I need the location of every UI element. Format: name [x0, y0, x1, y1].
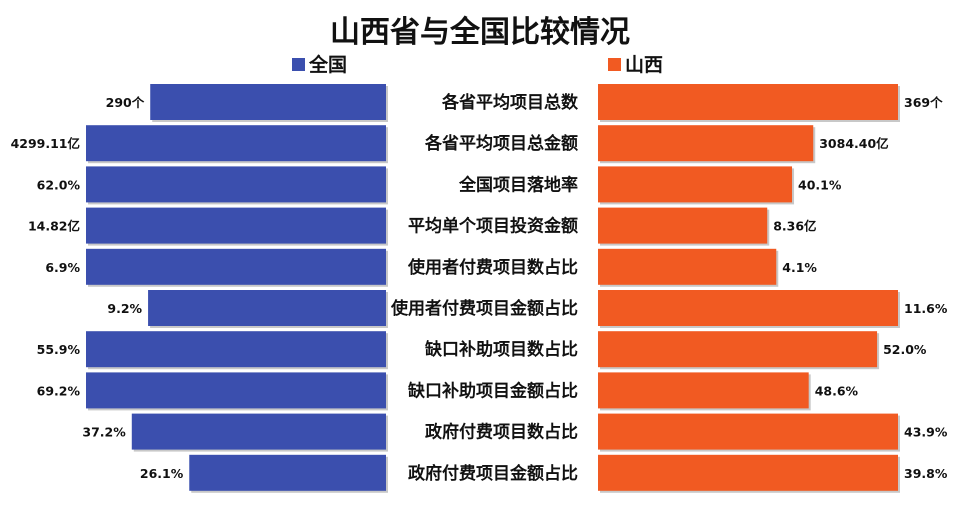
- value-label-national: 62.0%: [37, 177, 81, 192]
- bar-national: [189, 454, 386, 491]
- bar-shanxi: [598, 84, 898, 120]
- value-label-shanxi: 39.8%: [904, 466, 948, 481]
- category-label: 使用者付费项目数占比: [407, 257, 578, 278]
- category-label: 各省平均项目总数: [441, 92, 579, 113]
- value-label-national: 14.82亿: [28, 219, 80, 234]
- bar-national: [131, 413, 386, 450]
- bar-shanxi: [598, 248, 777, 285]
- value-label-national: 9.2%: [107, 301, 142, 316]
- value-label-shanxi: 43.9%: [904, 425, 948, 440]
- value-label-shanxi: 8.36亿: [773, 219, 816, 234]
- bar-shanxi: [598, 413, 898, 450]
- category-label: 使用者付费项目金额占比: [390, 298, 578, 319]
- bar-national: [86, 207, 386, 244]
- value-label-shanxi: 52.0%: [883, 342, 927, 357]
- value-label-national: 37.2%: [82, 425, 126, 440]
- bar-national: [86, 166, 386, 203]
- category-label: 缺口补助项目数占比: [425, 339, 578, 360]
- legend-label-national: 全国: [308, 53, 347, 76]
- bar-national: [86, 331, 386, 368]
- value-label-shanxi: 369个: [904, 95, 943, 110]
- value-label-shanxi: 3084.40亿: [819, 136, 888, 151]
- bar-national: [86, 248, 386, 285]
- legend-swatch-national: [292, 58, 305, 71]
- chart-title: 山西省与全国比较情况: [330, 15, 630, 50]
- value-label-shanxi: 11.6%: [904, 301, 948, 316]
- category-label: 政府付费项目金额占比: [408, 463, 578, 484]
- bar-national: [148, 290, 386, 326]
- value-label-national: 6.9%: [45, 260, 80, 275]
- bar-shanxi: [598, 454, 898, 491]
- bar-national: [150, 84, 386, 120]
- legend-label-shanxi: 山西: [625, 54, 663, 76]
- value-label-shanxi: 4.1%: [782, 260, 817, 275]
- chart-rows: 290个 369个 各省平均项目总数 4299.11亿 3084.40亿 各省平均项目总金…: [11, 84, 948, 493]
- bar-shanxi: [598, 125, 814, 162]
- bar-shanxi: [598, 290, 898, 326]
- value-label-national: 4299.11亿: [11, 136, 80, 151]
- bar-national: [86, 125, 386, 162]
- bar-shanxi: [598, 331, 878, 368]
- bar-shanxi: [598, 207, 768, 244]
- legend-swatch-shanxi: [608, 58, 621, 71]
- category-label: 各省平均项目总金额: [424, 133, 578, 154]
- bar-national: [86, 372, 386, 409]
- value-label-national: 290个: [106, 95, 145, 110]
- value-label-shanxi: 40.1%: [798, 177, 842, 192]
- category-label: 全国项目落地率: [458, 174, 578, 195]
- value-label-shanxi: 48.6%: [815, 383, 859, 398]
- bar-shanxi: [598, 166, 793, 203]
- value-label-national: 26.1%: [140, 466, 184, 481]
- value-label-national: 69.2%: [37, 383, 81, 398]
- category-label: 政府付费项目数占比: [425, 422, 578, 443]
- category-label: 缺口补助项目金额占比: [408, 380, 578, 401]
- value-label-national: 55.9%: [37, 342, 81, 357]
- category-label: 平均单个项目投资金额: [408, 216, 578, 237]
- bar-shanxi: [598, 372, 809, 409]
